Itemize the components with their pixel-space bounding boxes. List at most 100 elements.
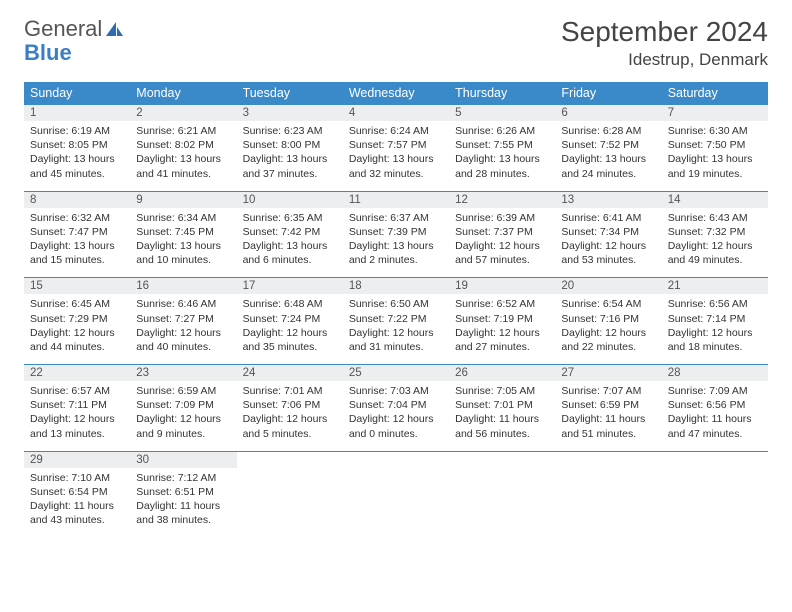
day-data-cell: Sunrise: 6:39 AMSunset: 7:37 PMDaylight:… (449, 208, 555, 278)
day-data-cell: Sunrise: 6:50 AMSunset: 7:22 PMDaylight:… (343, 294, 449, 364)
daylight-text: Daylight: 13 hours and 6 minutes. (243, 239, 337, 267)
sunset-text: Sunset: 7:57 PM (349, 138, 443, 152)
day-data-cell: Sunrise: 6:59 AMSunset: 7:09 PMDaylight:… (130, 381, 236, 451)
sunrise-text: Sunrise: 6:52 AM (455, 297, 549, 311)
sunrise-text: Sunrise: 6:54 AM (561, 297, 655, 311)
sunset-text: Sunset: 7:01 PM (455, 398, 549, 412)
day-data-cell: Sunrise: 7:07 AMSunset: 6:59 PMDaylight:… (555, 381, 661, 451)
day-data-cell: Sunrise: 6:26 AMSunset: 7:55 PMDaylight:… (449, 121, 555, 191)
sunrise-text: Sunrise: 6:26 AM (455, 124, 549, 138)
daylight-text: Daylight: 12 hours and 18 minutes. (668, 326, 762, 354)
day-data-cell: Sunrise: 6:37 AMSunset: 7:39 PMDaylight:… (343, 208, 449, 278)
day-data-cell: Sunrise: 6:28 AMSunset: 7:52 PMDaylight:… (555, 121, 661, 191)
day-data-cell: Sunrise: 6:54 AMSunset: 7:16 PMDaylight:… (555, 294, 661, 364)
day-number-cell: 12 (449, 191, 555, 208)
daylight-text: Daylight: 12 hours and 27 minutes. (455, 326, 549, 354)
day-data-cell: Sunrise: 6:34 AMSunset: 7:45 PMDaylight:… (130, 208, 236, 278)
sunset-text: Sunset: 7:50 PM (668, 138, 762, 152)
daylight-text: Daylight: 13 hours and 19 minutes. (668, 152, 762, 180)
day-data-cell: Sunrise: 6:19 AMSunset: 8:05 PMDaylight:… (24, 121, 130, 191)
day-number-cell (449, 451, 555, 468)
daylight-text: Daylight: 12 hours and 44 minutes. (30, 326, 124, 354)
sunset-text: Sunset: 7:27 PM (136, 312, 230, 326)
logo-text-2: Blue (24, 40, 72, 65)
sunrise-text: Sunrise: 6:45 AM (30, 297, 124, 311)
day-number-cell: 8 (24, 191, 130, 208)
day-number-cell: 7 (662, 105, 768, 122)
daylight-text: Daylight: 13 hours and 24 minutes. (561, 152, 655, 180)
sunset-text: Sunset: 7:11 PM (30, 398, 124, 412)
daylight-text: Daylight: 12 hours and 40 minutes. (136, 326, 230, 354)
sunset-text: Sunset: 7:42 PM (243, 225, 337, 239)
sunrise-text: Sunrise: 6:41 AM (561, 211, 655, 225)
sunset-text: Sunset: 8:00 PM (243, 138, 337, 152)
day-data-cell: Sunrise: 6:43 AMSunset: 7:32 PMDaylight:… (662, 208, 768, 278)
day-number-cell: 26 (449, 365, 555, 382)
day-number-row: 891011121314 (24, 191, 768, 208)
sunrise-text: Sunrise: 6:30 AM (668, 124, 762, 138)
day-number-cell: 25 (343, 365, 449, 382)
logo-line2: Blue (24, 40, 72, 66)
sunrise-text: Sunrise: 6:21 AM (136, 124, 230, 138)
sunset-text: Sunset: 6:59 PM (561, 398, 655, 412)
day-data-cell: Sunrise: 6:32 AMSunset: 7:47 PMDaylight:… (24, 208, 130, 278)
sunset-text: Sunset: 7:52 PM (561, 138, 655, 152)
day-number-cell (343, 451, 449, 468)
day-data-cell: Sunrise: 6:57 AMSunset: 7:11 PMDaylight:… (24, 381, 130, 451)
day-number-cell (555, 451, 661, 468)
day-header: Thursday (449, 82, 555, 105)
day-data-cell: Sunrise: 6:48 AMSunset: 7:24 PMDaylight:… (237, 294, 343, 364)
day-data-cell (662, 468, 768, 538)
sunset-text: Sunset: 7:55 PM (455, 138, 549, 152)
sunset-text: Sunset: 7:32 PM (668, 225, 762, 239)
day-number-cell: 24 (237, 365, 343, 382)
sunset-text: Sunset: 7:06 PM (243, 398, 337, 412)
day-data-cell: Sunrise: 6:52 AMSunset: 7:19 PMDaylight:… (449, 294, 555, 364)
day-number-row: 1234567 (24, 105, 768, 122)
day-data-row: Sunrise: 6:57 AMSunset: 7:11 PMDaylight:… (24, 381, 768, 451)
day-data-cell (237, 468, 343, 538)
month-title: September 2024 (561, 16, 768, 48)
day-data-row: Sunrise: 6:45 AMSunset: 7:29 PMDaylight:… (24, 294, 768, 364)
sunrise-text: Sunrise: 6:24 AM (349, 124, 443, 138)
sunrise-text: Sunrise: 6:46 AM (136, 297, 230, 311)
day-data-cell: Sunrise: 6:21 AMSunset: 8:02 PMDaylight:… (130, 121, 236, 191)
daylight-text: Daylight: 11 hours and 56 minutes. (455, 412, 549, 440)
sunrise-text: Sunrise: 6:34 AM (136, 211, 230, 225)
daylight-text: Daylight: 13 hours and 41 minutes. (136, 152, 230, 180)
sunset-text: Sunset: 7:37 PM (455, 225, 549, 239)
day-number-cell: 3 (237, 105, 343, 122)
sunrise-text: Sunrise: 6:59 AM (136, 384, 230, 398)
sunset-text: Sunset: 7:29 PM (30, 312, 124, 326)
daylight-text: Daylight: 12 hours and 22 minutes. (561, 326, 655, 354)
day-number-cell (237, 451, 343, 468)
day-number-cell: 20 (555, 278, 661, 295)
day-number-cell: 15 (24, 278, 130, 295)
sunrise-text: Sunrise: 7:10 AM (30, 471, 124, 485)
daylight-text: Daylight: 11 hours and 47 minutes. (668, 412, 762, 440)
day-number-cell: 30 (130, 451, 236, 468)
day-number-cell: 9 (130, 191, 236, 208)
day-number-cell: 27 (555, 365, 661, 382)
sunset-text: Sunset: 7:09 PM (136, 398, 230, 412)
daylight-text: Daylight: 13 hours and 32 minutes. (349, 152, 443, 180)
day-number-cell: 2 (130, 105, 236, 122)
day-number-cell: 14 (662, 191, 768, 208)
sunset-text: Sunset: 7:34 PM (561, 225, 655, 239)
day-number-cell: 1 (24, 105, 130, 122)
day-number-cell: 5 (449, 105, 555, 122)
day-data-cell: Sunrise: 7:12 AMSunset: 6:51 PMDaylight:… (130, 468, 236, 538)
sunset-text: Sunset: 7:45 PM (136, 225, 230, 239)
sunrise-text: Sunrise: 7:05 AM (455, 384, 549, 398)
sunrise-text: Sunrise: 7:03 AM (349, 384, 443, 398)
sunset-text: Sunset: 7:16 PM (561, 312, 655, 326)
day-data-cell: Sunrise: 6:56 AMSunset: 7:14 PMDaylight:… (662, 294, 768, 364)
sunset-text: Sunset: 6:56 PM (668, 398, 762, 412)
day-data-cell: Sunrise: 7:03 AMSunset: 7:04 PMDaylight:… (343, 381, 449, 451)
day-number-row: 22232425262728 (24, 365, 768, 382)
day-data-cell: Sunrise: 7:01 AMSunset: 7:06 PMDaylight:… (237, 381, 343, 451)
sunset-text: Sunset: 7:14 PM (668, 312, 762, 326)
day-data-cell: Sunrise: 7:09 AMSunset: 6:56 PMDaylight:… (662, 381, 768, 451)
daylight-text: Daylight: 11 hours and 43 minutes. (30, 499, 124, 527)
day-number-row: 15161718192021 (24, 278, 768, 295)
